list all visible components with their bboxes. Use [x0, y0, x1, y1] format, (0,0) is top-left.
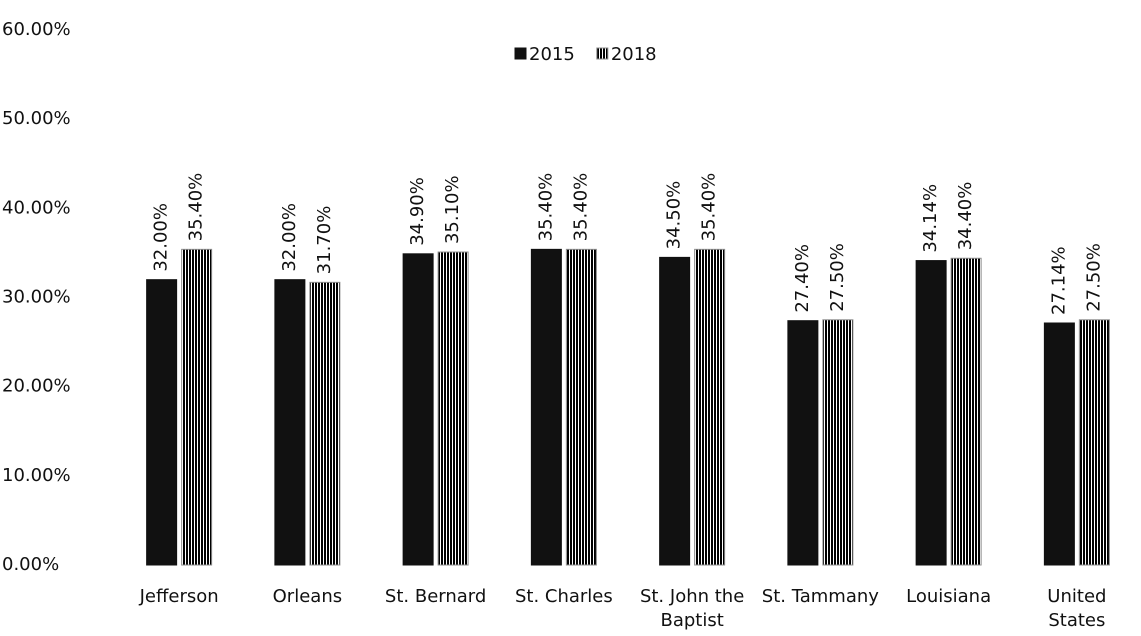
data-label: 35.40% [699, 173, 720, 242]
bar [950, 257, 982, 566]
legend-swatch [514, 47, 527, 60]
x-tick-label: St. Bernard [385, 586, 486, 607]
bar [402, 253, 434, 566]
bar [565, 248, 597, 566]
y-tick-label: 20.00% [2, 376, 71, 397]
bar [915, 260, 947, 566]
data-label: 27.50% [827, 243, 848, 312]
bar [694, 248, 726, 566]
x-tick-label: United States [1047, 586, 1106, 631]
bar [1043, 322, 1075, 566]
y-tick-label: 30.00% [2, 287, 71, 308]
bar [787, 320, 819, 566]
legend-label: 2018 [611, 44, 657, 65]
y-tick-label: 10.00% [2, 465, 71, 486]
bar [659, 256, 691, 566]
x-tick-label: Jefferson [139, 586, 219, 607]
data-label: 35.10% [442, 175, 463, 244]
x-tick-label: St. Tammany [762, 586, 879, 607]
y-tick-label: 50.00% [2, 108, 71, 129]
legend-label: 2015 [529, 44, 575, 65]
x-tick-label: Orleans [273, 586, 342, 607]
data-label: 34.14% [920, 184, 941, 253]
bar [181, 248, 213, 566]
y-tick-label: 60.00% [2, 19, 71, 40]
data-label: 34.90% [407, 177, 428, 246]
legend-swatch [596, 47, 609, 60]
x-tick-label: Louisiana [906, 586, 991, 607]
data-label: 34.50% [664, 181, 685, 250]
bar [1078, 319, 1110, 566]
data-label: 27.50% [1083, 243, 1104, 312]
data-label: 32.00% [279, 203, 300, 272]
bar [822, 319, 854, 566]
bar [274, 279, 306, 566]
data-label: 31.70% [314, 206, 335, 275]
bar [146, 279, 178, 566]
y-tick-label: 0.00% [2, 554, 59, 575]
y-tick-label: 40.00% [2, 197, 71, 218]
data-label: 27.14% [1048, 246, 1069, 315]
x-tick-label: St. Charles [515, 586, 613, 607]
data-label: 35.40% [570, 173, 591, 242]
bar [437, 251, 469, 566]
data-label: 35.40% [186, 173, 207, 242]
bar [530, 248, 562, 566]
data-label: 34.40% [955, 182, 976, 251]
x-tick-label: St. John the Baptist [640, 586, 744, 631]
data-label: 35.40% [535, 173, 556, 242]
bar [309, 281, 341, 566]
data-label: 27.40% [792, 244, 813, 313]
data-label: 32.00% [151, 203, 172, 272]
